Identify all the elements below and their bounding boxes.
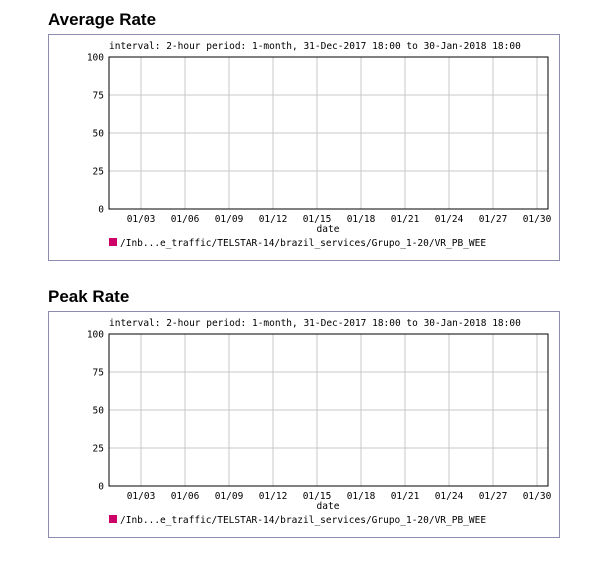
- y-tick-label: 0: [98, 482, 104, 493]
- peak-rate-plot: interval: 2-hour period: 1-month, 31-Dec…: [87, 318, 552, 526]
- average-rate-title: Average Rate: [48, 10, 157, 29]
- x-tick-label: 01/06: [171, 214, 200, 225]
- x-tick-label: 01/15: [303, 214, 332, 225]
- x-tick-label: 01/24: [435, 214, 464, 225]
- y-tick-labels: 0 25 50 75 100: [87, 53, 104, 216]
- x-tick-label: 01/12: [259, 491, 288, 502]
- x-tick-label: 01/09: [215, 214, 244, 225]
- y-tick-label: 75: [93, 91, 104, 102]
- x-tick-label: 01/03: [127, 491, 156, 502]
- x-tick-label: 01/30: [523, 214, 552, 225]
- x-tick-label: 01/15: [303, 491, 332, 502]
- interval-info: interval: 2-hour period: 1-month, 31-Dec…: [109, 318, 521, 329]
- y-tick-label: 25: [93, 167, 104, 178]
- x-tick-label: 01/12: [259, 214, 288, 225]
- x-tick-labels: 01/03 01/06 01/09 01/12 01/15 01/18 01/21 01/24…: [127, 214, 552, 225]
- x-tick-label: 01/21: [391, 491, 420, 502]
- legend-swatch: [109, 515, 117, 523]
- y-tick-label: 100: [87, 53, 104, 64]
- x-tick-label: 01/06: [171, 491, 200, 502]
- x-tick-label: 01/21: [391, 214, 420, 225]
- legend-swatch: [109, 238, 117, 246]
- legend-label: /Inb...e_traffic/TELSTAR-14/brazil_servi…: [120, 515, 486, 526]
- plot-frame: [108, 333, 549, 487]
- x-axis-label: date: [317, 501, 340, 512]
- y-tick-label: 0: [98, 205, 104, 216]
- grid-lines: [109, 57, 548, 209]
- x-tick-label: 01/18: [347, 214, 376, 225]
- x-tick-label: 01/30: [523, 491, 552, 502]
- x-tick-label: 01/09: [215, 491, 244, 502]
- grid-lines: [109, 334, 548, 486]
- y-tick-label: 50: [93, 129, 105, 140]
- x-tick-label: 01/27: [479, 491, 508, 502]
- x-axis-label: date: [317, 224, 340, 235]
- x-tick-label: 01/24: [435, 491, 464, 502]
- x-tick-label: 01/18: [347, 491, 376, 502]
- y-tick-label: 50: [93, 406, 105, 417]
- y-tick-label: 75: [93, 368, 104, 379]
- average-rate-chart: interval: 2-hour period: 1-month, 31-Dec…: [48, 34, 560, 261]
- plot-frame: [108, 56, 549, 210]
- legend-label: /Inb...e_traffic/TELSTAR-14/brazil_servi…: [120, 238, 486, 249]
- average-rate-plot: interval: 2-hour period: 1-month, 31-Dec…: [87, 41, 552, 249]
- x-tick-label: 01/03: [127, 214, 156, 225]
- x-tick-label: 01/27: [479, 214, 508, 225]
- peak-rate-title: Peak Rate: [48, 287, 130, 306]
- y-tick-labels: 0 25 50 75 100: [87, 330, 104, 493]
- x-tick-labels: 01/03 01/06 01/09 01/12 01/15 01/18 01/21 01/24…: [127, 491, 552, 502]
- y-tick-label: 100: [87, 330, 104, 341]
- y-tick-label: 25: [93, 444, 104, 455]
- peak-rate-chart: interval: 2-hour period: 1-month, 31-Dec…: [48, 311, 560, 538]
- interval-info: interval: 2-hour period: 1-month, 31-Dec…: [109, 41, 521, 52]
